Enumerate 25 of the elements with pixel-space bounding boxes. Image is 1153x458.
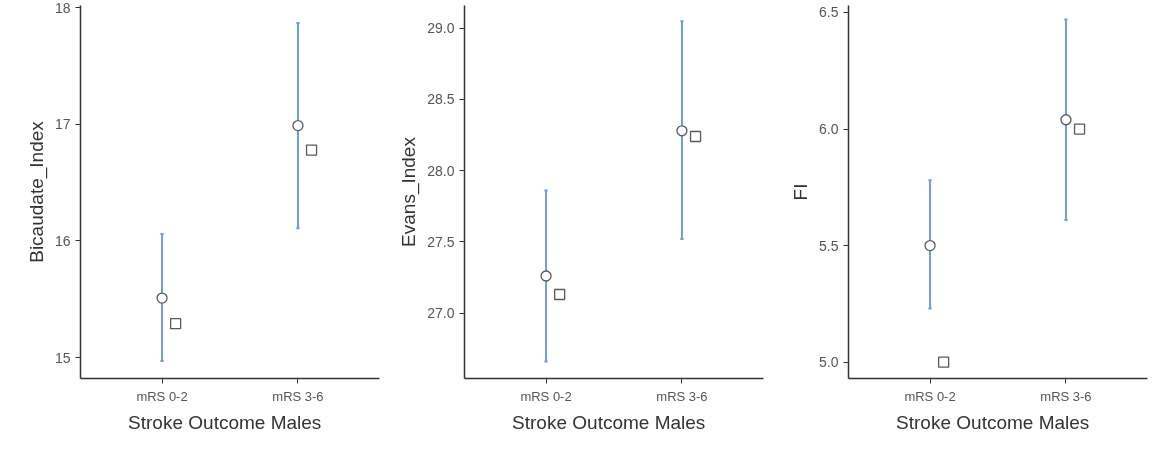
x-tick-label: mRS 0-2 bbox=[520, 388, 572, 404]
y-tick-label: 6.0 bbox=[819, 121, 839, 138]
y-tick-label: 27.0 bbox=[427, 305, 455, 322]
y-axis-title: FI bbox=[790, 183, 812, 201]
y-tick-label: 5.0 bbox=[819, 354, 839, 371]
x-tick-label: mRS 0-2 bbox=[136, 388, 188, 404]
y-axis-title: Evans_Index bbox=[398, 136, 421, 247]
y-tick-label: 18 bbox=[54, 0, 71, 16]
x-axis-title: Stroke Outcome Males bbox=[896, 411, 1090, 433]
y-tick-label: 29.0 bbox=[427, 20, 455, 37]
y-tick-label: 15 bbox=[54, 349, 71, 366]
x-axis-title: Stroke Outcome Males bbox=[128, 411, 322, 433]
y-tick-label: 6.5 bbox=[819, 4, 839, 21]
y-tick-label: 28.5 bbox=[427, 91, 455, 108]
x-axis-title: Stroke Outcome Males bbox=[512, 411, 706, 433]
y-tick-label: 17 bbox=[54, 116, 71, 133]
x-tick-label: mRS 3-6 bbox=[656, 388, 708, 404]
y-tick-label: 28.0 bbox=[427, 162, 455, 179]
y-axis-title: Bicaudate_Index bbox=[25, 120, 48, 263]
y-tick-label: 27.5 bbox=[427, 233, 455, 250]
y-tick-label: 5.5 bbox=[819, 237, 839, 254]
x-tick-label: mRS 0-2 bbox=[904, 388, 956, 404]
y-tick-label: 16 bbox=[54, 232, 71, 249]
x-tick-label: mRS 3-6 bbox=[272, 388, 324, 404]
x-tick-label: mRS 3-6 bbox=[1040, 388, 1092, 404]
